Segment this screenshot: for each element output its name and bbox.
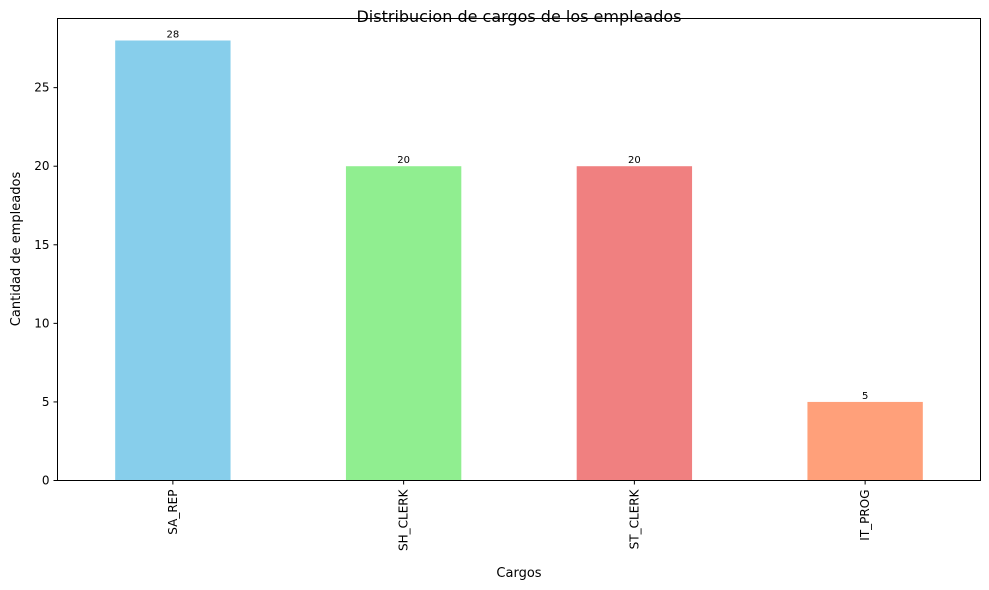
plot-frame	[57, 18, 981, 481]
data-label: 20	[397, 155, 410, 166]
x-tick-label: SA_REP	[166, 490, 180, 535]
bar-sa-rep	[115, 40, 231, 481]
x-tick-label: SH_CLERK	[397, 488, 411, 551]
y-tick-label: 20	[34, 159, 49, 173]
y-tick-label: 15	[34, 238, 49, 252]
x-tick-label: ST_CLERK	[627, 488, 641, 549]
y-tick-label: 10	[34, 316, 49, 330]
data-label: 28	[167, 30, 180, 41]
y-tick-label: 5	[42, 395, 50, 409]
y-axis-label: Cantidad de empleados	[9, 172, 24, 327]
x-tick-label: IT_PROG	[858, 490, 872, 541]
bar-sh-clerk	[345, 166, 462, 481]
chart-title: Distribucion de cargos de los empleados	[356, 7, 681, 26]
x-axis-label: Cargos	[496, 566, 541, 581]
data-label: 20	[628, 155, 641, 166]
bar-st-clerk	[576, 166, 693, 481]
data-label: 5	[862, 391, 868, 402]
bar-it-prog	[807, 401, 923, 481]
y-tick-label: 0	[42, 474, 50, 488]
plot-area: 28 20 20 5 0 5 10 15 20 25 SA_REP SH_CLERK ST_CLER…	[34, 18, 981, 551]
y-tick-label: 25	[34, 81, 49, 95]
